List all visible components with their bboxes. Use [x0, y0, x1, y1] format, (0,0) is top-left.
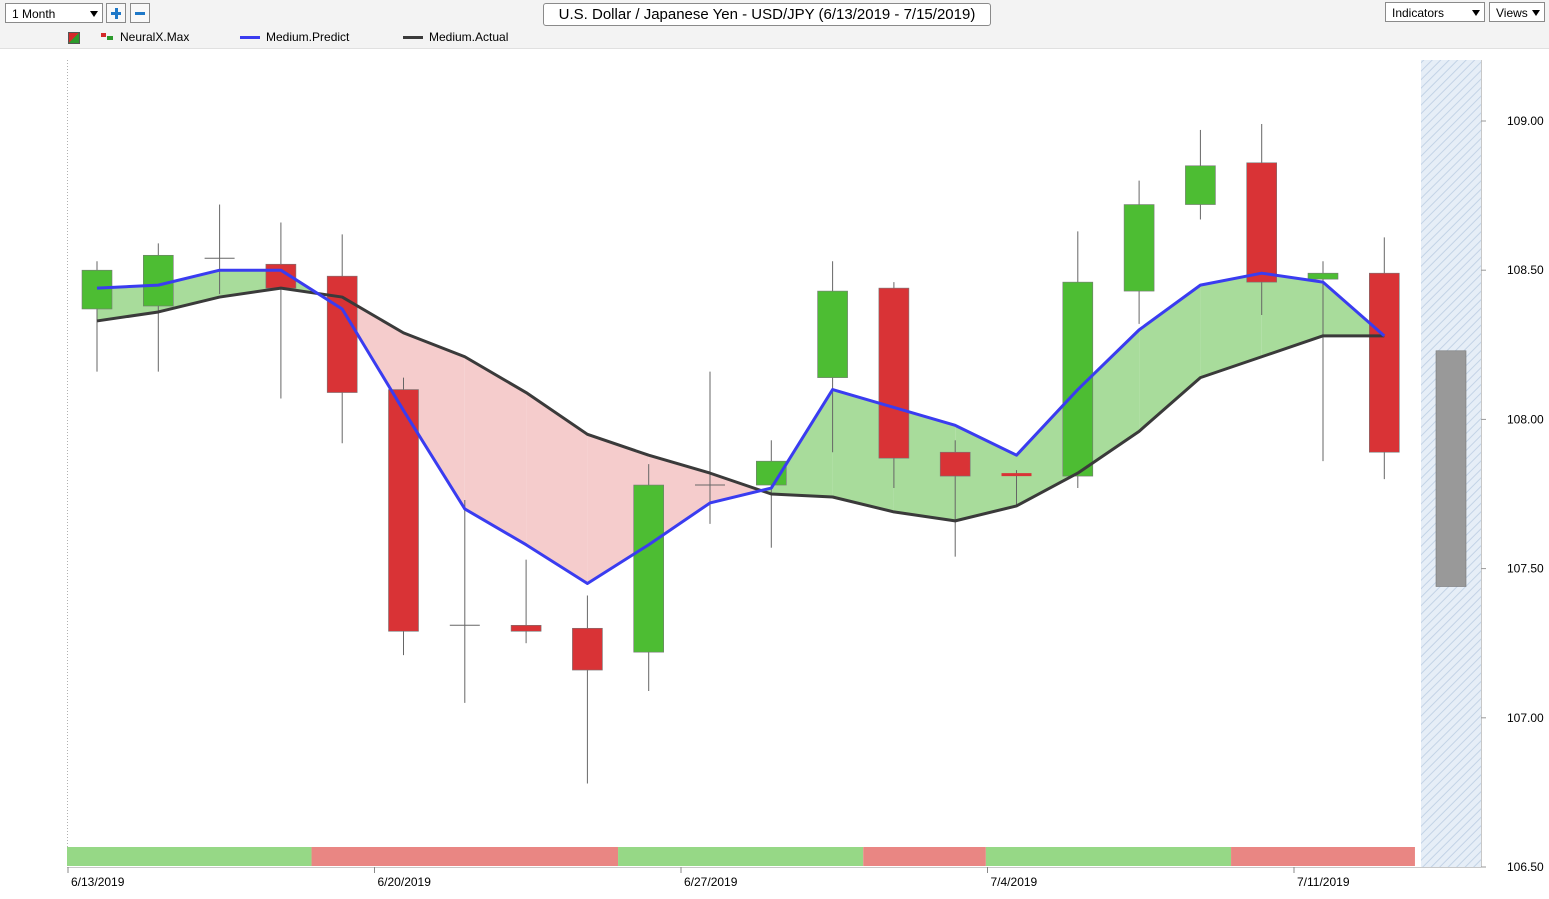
candle-body [1246, 162, 1277, 283]
fill-segment [1139, 285, 1201, 432]
medium-predict-line [96, 268, 1386, 586]
fill-segment [97, 285, 159, 321]
neuralx-chart-icon[interactable] [68, 32, 80, 44]
forecast-bar [1435, 350, 1467, 587]
signal-band-segment [1231, 847, 1415, 866]
legend-neuralx-label: NeuralX.Max [120, 30, 190, 44]
signal-band-segment [67, 847, 312, 866]
legend-predict-label: Medium.Predict [266, 30, 350, 44]
indicators-dropdown-label: Indicators [1392, 6, 1445, 20]
fill-segment [893, 407, 956, 521]
x-tick-label: 7/11/2019 [1297, 875, 1350, 889]
candle-body [510, 624, 542, 632]
medium-actual-line [96, 286, 1385, 523]
views-dropdown[interactable]: Views [1489, 2, 1545, 22]
views-dropdown-label: Views [1496, 6, 1528, 20]
candle-body [939, 451, 971, 477]
chart-title: U.S. Dollar / Japanese Yen - USD/JPY (6/… [543, 3, 991, 26]
signal-band [67, 847, 1415, 866]
signal-band-segment [618, 847, 864, 866]
legend-actual: Medium.Actual [403, 29, 508, 45]
chevron-down-icon [90, 11, 98, 17]
y-tick-label: 107.00 [1507, 711, 1544, 725]
plus-icon-stem [115, 8, 118, 19]
fill-segment [710, 473, 762, 503]
chevron-down-icon [1472, 10, 1480, 16]
legend-actual-label: Medium.Actual [429, 30, 509, 44]
candle-body [1123, 204, 1155, 292]
candle-body [143, 254, 174, 307]
legend-predict-swatch [240, 36, 260, 40]
y-tick-label: 108.00 [1507, 412, 1544, 426]
chevron-down-icon [1532, 10, 1540, 16]
fill-segment [832, 389, 894, 512]
candle-body [81, 269, 113, 310]
fill-segment [1016, 389, 1078, 506]
y-tick-label: 108.50 [1507, 263, 1544, 277]
fill-segment [1261, 273, 1323, 357]
candle-body [878, 287, 910, 459]
signal-band-segment [985, 847, 1232, 866]
y-tick-label: 107.50 [1507, 562, 1544, 576]
candle-body [388, 389, 419, 632]
fill-segment [403, 332, 465, 509]
zoom-out-button[interactable] [130, 3, 150, 23]
candle-body [1369, 272, 1400, 453]
fill-segment [1200, 273, 1262, 378]
x-axis: 6/13/2019 6/20/2019 6/27/2019 7/4/2019 7/11/… [67, 867, 1350, 889]
zoom-in-button[interactable] [106, 3, 126, 23]
fill-segment [648, 455, 710, 545]
toolbar: 1 Month U.S. Dollar / Japanese Yen - USD… [0, 0, 1549, 49]
signal-band-segment [863, 847, 986, 866]
neuralx-legend-icon [101, 33, 113, 41]
x-tick-label: 7/4/2019 [991, 875, 1038, 889]
fill-segment [526, 392, 588, 584]
predict-actual-fill [97, 270, 1385, 584]
forecast-group [1435, 350, 1467, 587]
signal-band-segment [311, 847, 619, 866]
minus-icon [135, 12, 145, 15]
fill-segment [1077, 329, 1140, 474]
period-dropdown-value: 1 Month [12, 7, 56, 21]
candles [81, 123, 1400, 784]
y-tick-label: 106.50 [1507, 860, 1544, 874]
candle-body [817, 290, 848, 378]
indicators-dropdown[interactable]: Indicators [1385, 2, 1485, 22]
fill-segment [464, 356, 527, 545]
y-tick-label: 109.00 [1507, 114, 1544, 128]
legend-predict: Medium.Predict [240, 29, 349, 45]
candle-body [1185, 165, 1216, 205]
period-dropdown[interactable]: 1 Month [5, 3, 103, 23]
legend-neuralx: NeuralX.Max [120, 29, 189, 45]
candle-body [1307, 272, 1339, 280]
y-axis: 109.00 108.50 108.00 107.50 107.00 106.50 [1481, 114, 1544, 874]
candle-body [755, 460, 787, 486]
fill-segment [587, 434, 649, 584]
x-tick-label: 6/13/2019 [71, 875, 125, 889]
x-tick-label: 6/27/2019 [684, 875, 738, 889]
candle-body [633, 484, 665, 653]
legend-actual-swatch [403, 36, 423, 40]
fill-segment [158, 270, 220, 312]
fill-segment [219, 270, 281, 298]
price-chart[interactable]: 109.00 108.50 108.00 107.50 107.00 106.50 6/1… [0, 49, 1549, 899]
candle-body [572, 627, 603, 671]
x-tick-label: 6/20/2019 [378, 875, 432, 889]
indicator-lines [96, 268, 1386, 586]
candle-body [326, 275, 358, 393]
